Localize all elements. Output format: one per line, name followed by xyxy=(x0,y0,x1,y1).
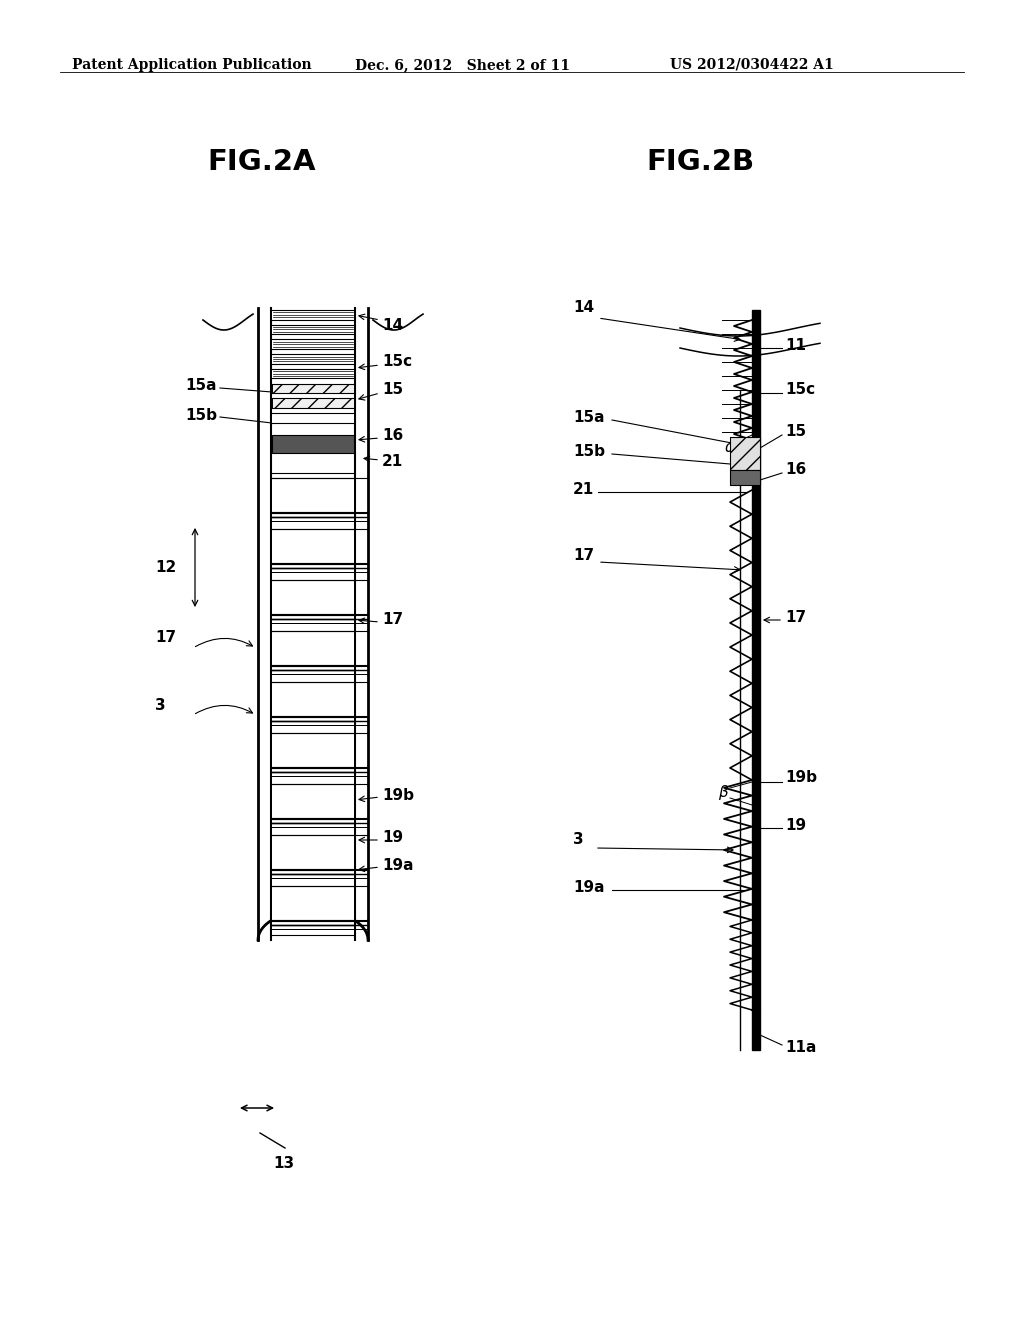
Text: Dec. 6, 2012   Sheet 2 of 11: Dec. 6, 2012 Sheet 2 of 11 xyxy=(355,58,570,73)
Text: 14: 14 xyxy=(382,318,403,333)
Text: 17: 17 xyxy=(785,610,806,626)
Bar xyxy=(272,478,354,935)
Bar xyxy=(272,399,354,408)
Text: 15b: 15b xyxy=(185,408,217,422)
Text: 16: 16 xyxy=(785,462,806,478)
Text: FIG.2A: FIG.2A xyxy=(208,148,316,176)
Bar xyxy=(730,470,760,484)
Text: 19b: 19b xyxy=(785,771,817,785)
Text: 3: 3 xyxy=(155,697,166,713)
Bar xyxy=(272,384,354,393)
Text: FIG.2B: FIG.2B xyxy=(646,148,754,176)
Text: 21: 21 xyxy=(382,454,403,470)
Text: 13: 13 xyxy=(273,1155,294,1171)
Text: 11a: 11a xyxy=(785,1040,816,1056)
Bar xyxy=(272,436,354,453)
Bar xyxy=(272,368,354,379)
Text: 15b: 15b xyxy=(573,445,605,459)
Text: 12: 12 xyxy=(155,561,176,576)
Bar xyxy=(272,339,354,348)
Text: 19a: 19a xyxy=(573,880,604,895)
Bar xyxy=(730,437,760,470)
Bar xyxy=(272,384,354,393)
Text: 21: 21 xyxy=(573,483,594,498)
Text: 19b: 19b xyxy=(382,788,414,803)
Bar xyxy=(272,399,354,408)
Text: 19: 19 xyxy=(382,830,403,846)
Text: 3: 3 xyxy=(573,833,584,847)
Text: 15c: 15c xyxy=(382,355,412,370)
Bar xyxy=(752,310,760,1049)
Text: 15c: 15c xyxy=(785,383,815,397)
Text: 15: 15 xyxy=(785,425,806,440)
Text: 17: 17 xyxy=(573,548,594,562)
Text: 11: 11 xyxy=(785,338,806,352)
Text: 15: 15 xyxy=(382,383,403,397)
Text: Patent Application Publication: Patent Application Publication xyxy=(72,58,311,73)
Text: $\alpha$: $\alpha$ xyxy=(724,441,736,455)
Text: 19: 19 xyxy=(785,817,806,833)
Text: 16: 16 xyxy=(382,429,403,444)
Text: 17: 17 xyxy=(382,612,403,627)
Text: $\beta$: $\beta$ xyxy=(719,784,730,803)
Text: US 2012/0304422 A1: US 2012/0304422 A1 xyxy=(670,58,834,73)
Text: 14: 14 xyxy=(573,301,594,315)
Text: 17: 17 xyxy=(155,631,176,645)
Text: 15a: 15a xyxy=(185,378,216,392)
Bar xyxy=(272,413,354,422)
Bar xyxy=(272,325,354,334)
Text: 15a: 15a xyxy=(573,411,604,425)
Bar xyxy=(272,354,354,364)
Bar xyxy=(272,310,354,319)
Text: 19a: 19a xyxy=(382,858,414,873)
